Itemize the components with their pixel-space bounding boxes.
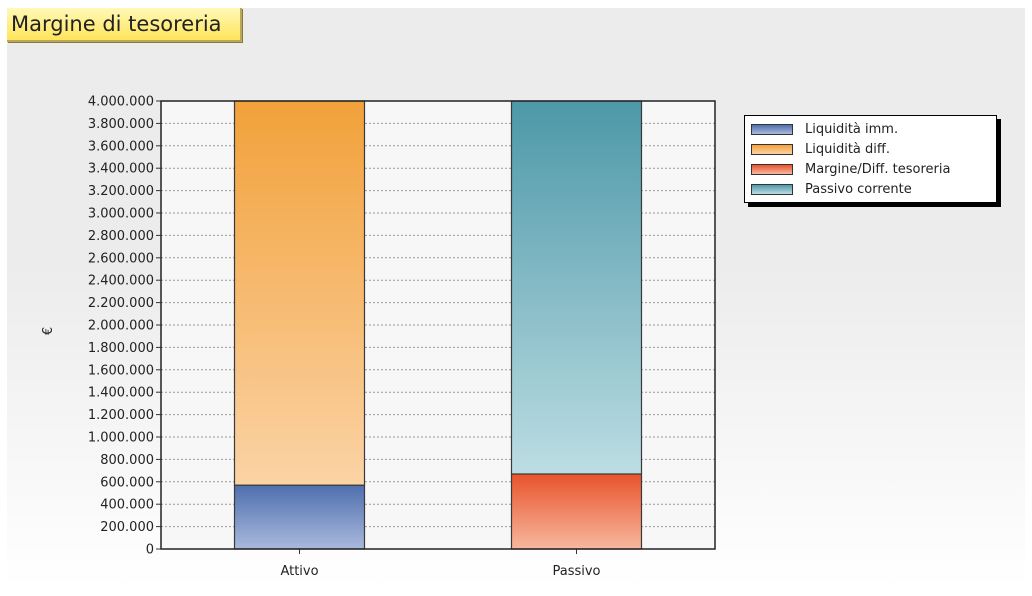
y-tick-label: 0 (146, 543, 154, 558)
chart-title: Margine di tesoreria (7, 8, 242, 42)
y-tick-label: 1.200.000 (88, 408, 154, 423)
y-tick-label: 2.600.000 (88, 251, 154, 266)
y-tick-label: 2.800.000 (88, 229, 154, 244)
legend-swatch (751, 163, 793, 175)
y-tick-label: 1.800.000 (88, 341, 154, 356)
y-axis-label: € (41, 327, 56, 335)
y-tick-label: 800.000 (100, 453, 154, 468)
y-tick-label: 3.800.000 (88, 117, 154, 132)
y-tick-label: 1.000.000 (88, 431, 154, 446)
y-tick-label: 600.000 (100, 475, 154, 490)
bar-segment (233, 484, 366, 550)
y-tick-label: 3.400.000 (88, 162, 154, 177)
legend-item: Liquidità imm. (751, 119, 990, 139)
bar-segment (233, 100, 366, 486)
x-tick-label: Attivo (280, 564, 318, 579)
bar-segment (510, 473, 643, 550)
legend-item: Liquidità diff. (751, 139, 990, 159)
y-tick-label: 3.600.000 (88, 139, 154, 154)
legend-label: Margine/Diff. tesoreria (805, 161, 951, 177)
x-tick-label: Passivo (552, 564, 600, 579)
legend-label: Passivo corrente (805, 181, 912, 197)
y-tick-label: 2.200.000 (88, 296, 154, 311)
y-tick-label: 200.000 (100, 520, 154, 535)
y-tick-label: 3.200.000 (88, 184, 154, 199)
legend-item: Passivo corrente (751, 179, 990, 199)
legend-item: Margine/Diff. tesoreria (751, 159, 990, 179)
plot-frame (160, 100, 716, 550)
y-tick-label: 1.600.000 (88, 363, 154, 378)
legend-swatch (751, 123, 793, 135)
legend-label: Liquidità imm. (805, 121, 899, 137)
y-tick-label: 2.000.000 (88, 319, 154, 334)
legend-swatch (751, 183, 793, 195)
y-tick-label: 3.000.000 (88, 207, 154, 222)
bar-segment (510, 100, 643, 475)
y-tick-label: 4.000.000 (88, 95, 154, 110)
y-tick-label: 2.400.000 (88, 274, 154, 289)
y-tick-label: 1.400.000 (88, 386, 154, 401)
legend-label: Liquidità diff. (805, 141, 890, 157)
chart-legend: Liquidità imm. Liquidità diff. Margine/Dif… (744, 115, 997, 203)
legend-swatch (751, 143, 793, 155)
y-tick-label: 400.000 (100, 498, 154, 513)
